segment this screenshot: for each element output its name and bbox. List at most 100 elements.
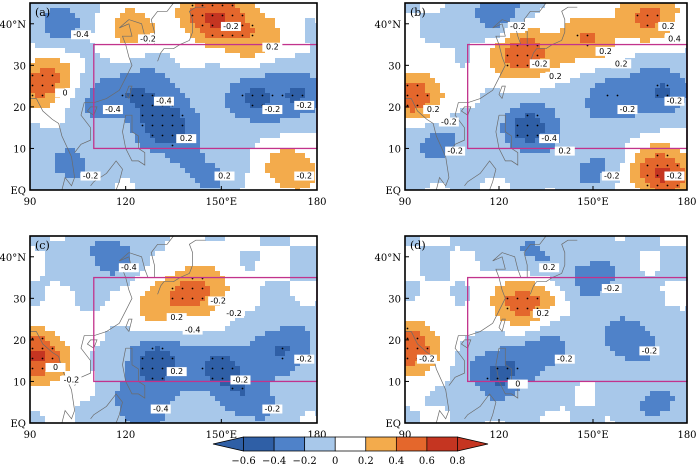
field-cell <box>460 143 466 149</box>
field-cell <box>405 148 411 154</box>
field-cell <box>480 13 486 19</box>
field-cell <box>630 38 636 44</box>
field-cell <box>230 53 236 59</box>
field-cell <box>595 33 601 39</box>
field-cell <box>195 38 201 44</box>
field-cell <box>85 158 91 164</box>
field-cell <box>40 158 46 164</box>
field-cell <box>675 53 681 59</box>
field-cell <box>130 178 136 184</box>
field-cell <box>95 118 101 124</box>
field-cell <box>165 148 171 154</box>
field-cell <box>255 153 261 159</box>
field-cell <box>75 63 81 69</box>
field-cell <box>680 83 686 89</box>
field-cell <box>675 93 681 99</box>
field-cell <box>65 188 71 190</box>
field-cell <box>210 8 216 14</box>
field-cell <box>160 68 166 74</box>
field-cell <box>35 386 41 392</box>
field-cell <box>235 178 241 184</box>
field-cell <box>290 188 296 190</box>
field-cell <box>475 183 481 189</box>
field-cell <box>485 93 491 99</box>
field-cell <box>260 38 266 44</box>
field-cell <box>635 98 641 104</box>
field-cell <box>85 18 91 24</box>
field-cell <box>75 311 81 317</box>
field-cell <box>70 138 76 144</box>
field-cell <box>680 168 686 174</box>
field-cell <box>660 183 666 189</box>
field-cell <box>650 178 656 184</box>
field-cell <box>165 53 171 59</box>
dots-layer <box>406 14 679 187</box>
field-cell <box>505 103 511 109</box>
field-cell <box>455 98 461 104</box>
field-cell <box>475 73 481 79</box>
field-cell <box>535 138 541 144</box>
field-cell <box>160 183 166 189</box>
field-cell <box>255 113 261 119</box>
field-cell <box>190 143 196 149</box>
field-cell <box>90 163 96 169</box>
field-cell <box>310 23 316 29</box>
significance-dot <box>576 34 579 37</box>
field-cell <box>65 341 71 347</box>
field-cell <box>485 48 491 54</box>
field-cell <box>130 108 136 114</box>
field-cell <box>215 158 221 164</box>
field-cell <box>635 118 641 124</box>
field-cell <box>35 416 41 422</box>
field-cell <box>405 153 411 159</box>
field-cell <box>585 13 591 19</box>
field-cell <box>540 68 546 74</box>
field-cell <box>405 78 411 84</box>
field-cell <box>410 43 416 49</box>
field-cell <box>210 68 216 74</box>
field-cell <box>595 63 601 69</box>
significance-dot <box>666 184 669 187</box>
field-cell <box>635 113 641 119</box>
field-cell <box>215 58 221 64</box>
field-cell <box>270 8 276 14</box>
field-cell <box>595 153 601 159</box>
field-cell <box>80 103 86 109</box>
field-cell <box>520 148 526 154</box>
field-cell <box>130 8 136 14</box>
field-cell <box>525 103 531 109</box>
field-cell <box>655 168 661 174</box>
field-cell <box>285 113 291 119</box>
field-cell <box>535 128 541 134</box>
field-cell <box>565 88 571 94</box>
field-cell <box>55 411 61 417</box>
field-cell <box>440 73 446 79</box>
field-cell <box>475 13 481 19</box>
contour-label: -0.2 <box>296 101 312 110</box>
field-cell <box>225 53 231 59</box>
field-cell <box>555 113 561 119</box>
field-cell <box>80 128 86 134</box>
field-cell <box>425 3 431 9</box>
field-cell <box>210 58 216 64</box>
field-cell <box>40 381 46 387</box>
field-cell <box>260 98 266 104</box>
field-cell <box>525 18 531 24</box>
field-cell <box>420 33 426 39</box>
field-cell <box>70 356 76 362</box>
field-cell <box>275 58 281 64</box>
field-cell <box>545 93 551 99</box>
field-cell <box>70 321 76 327</box>
field-cell <box>80 53 86 59</box>
field-cell <box>240 108 246 114</box>
field-cell <box>35 173 41 179</box>
field-cell <box>260 173 266 179</box>
field-cell <box>135 183 141 189</box>
field-cell <box>410 3 416 9</box>
field-cell <box>255 168 261 174</box>
field-cell <box>35 351 41 357</box>
field-cell <box>210 43 216 49</box>
field-cell <box>145 88 151 94</box>
field-cell <box>130 128 136 134</box>
field-cell <box>300 43 306 49</box>
